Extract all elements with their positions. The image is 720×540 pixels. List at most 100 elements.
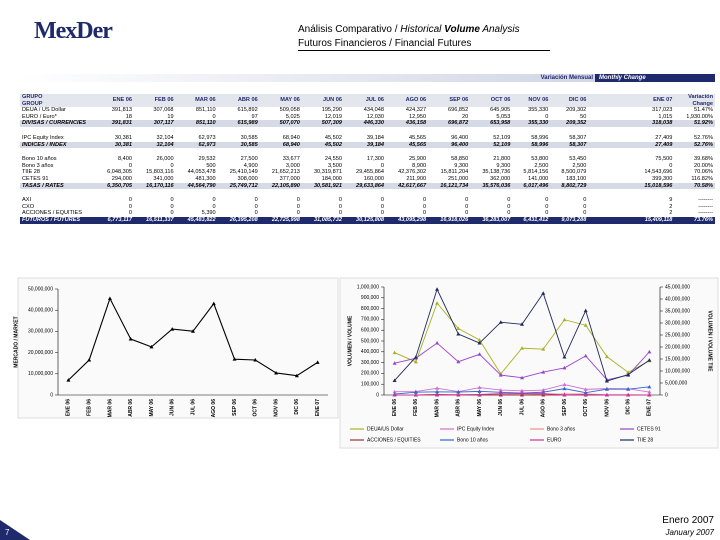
table-row: EURO / Euro* 18 19 0 97 5,025 12,019 12,030 12,9… <box>20 114 715 121</box>
cell: 16,170,116 <box>134 182 176 190</box>
volume-table: GRUPO GROUP ENE 06 FEB 06 MAR 06 ABR 06 MAY 06… <box>20 94 715 224</box>
cell: 62,973 <box>175 141 218 149</box>
table-row: CETES 91 294,000 341,000 481,300 308,000 377,… <box>20 176 715 183</box>
row-label: FUTUROS / FUTURES <box>20 216 96 224</box>
marker <box>392 389 397 394</box>
gap <box>20 127 96 135</box>
row-label: AXI <box>22 197 32 204</box>
cell: 183,100 <box>566 175 587 182</box>
row-label: CXO <box>22 203 35 210</box>
cell: 12,030 <box>366 113 385 120</box>
x-tick-label: DIC 06 <box>294 399 300 415</box>
spacer <box>588 197 632 204</box>
header-cell: AGO 06 <box>386 94 429 108</box>
cell: 45,502 <box>301 141 344 149</box>
x-tick-label: SEP 06 <box>562 399 568 416</box>
table-row: TASAS / RATES 6,350,705 16,170,116 44,564,7… <box>20 182 715 190</box>
spacer <box>588 169 632 176</box>
marker <box>647 384 652 389</box>
row-label: CETES 91 <box>22 175 49 182</box>
cell: 436,158 <box>386 120 429 127</box>
marker <box>107 296 112 301</box>
header-line: GRUPO <box>22 94 43 100</box>
header-cell: ENE 07 <box>632 94 675 108</box>
cell: -------- <box>698 197 713 204</box>
cell: 1,930.00% <box>686 113 713 120</box>
x-tick-label: SEP 06 <box>232 399 238 416</box>
marker <box>392 350 397 355</box>
cell: 645,905 <box>490 107 511 114</box>
x-tick-label: MAY 06 <box>149 399 155 417</box>
page-number-text: 7 <box>5 528 10 537</box>
cell: 0 <box>296 203 300 210</box>
x-tick-label: FEB 06 <box>413 399 419 416</box>
cell: 391,831 <box>96 120 134 127</box>
cell: 30,581,921 <box>301 182 344 190</box>
cell: 8,400 <box>118 156 132 163</box>
cell: 33,677 <box>282 156 300 163</box>
cell: 24,550 <box>324 156 342 163</box>
y-tick-label: 20,000,000 <box>28 350 53 356</box>
cell: 8,500,079 <box>561 169 587 176</box>
cell: 424,327 <box>405 107 427 114</box>
cell: 25,410,149 <box>229 169 258 176</box>
x-tick-label: FEB 06 <box>86 399 92 416</box>
cell: 25,749,712 <box>217 182 260 190</box>
cell: 6,017,496 <box>512 182 551 190</box>
cell: 6,773,117 <box>96 216 134 224</box>
cell: 30,125,808 <box>343 216 387 224</box>
marker <box>392 361 397 365</box>
cell: 0 <box>212 197 216 204</box>
cell: 12,019 <box>324 113 342 120</box>
logo: MexDer <box>34 18 113 44</box>
chart-frame <box>17 277 339 419</box>
y-tick-label: 10,000,000 <box>28 371 53 377</box>
cell: 27,409 <box>632 141 675 149</box>
cell: 0 <box>583 197 587 204</box>
cell: 25,900 <box>409 156 427 163</box>
y-axis-title: VOLUMEN / VOLUME <box>347 315 353 366</box>
cell: 21,800 <box>493 156 511 163</box>
cell: 0 <box>128 162 132 169</box>
marker <box>477 385 482 390</box>
cell: 5,390 <box>201 210 216 217</box>
cell: 0 <box>669 162 673 169</box>
x-tick-label: AGO 06 <box>211 399 217 418</box>
y2-tick-label: 25,000,000 <box>665 332 690 338</box>
cell: -------- <box>698 210 713 217</box>
x-tick-label: NOV 06 <box>273 399 279 417</box>
y-tick-label: 800,000 <box>361 306 379 312</box>
marker <box>456 332 461 336</box>
cell: 184,000 <box>321 175 342 182</box>
spacer <box>588 107 632 114</box>
cell: 0 <box>296 210 300 217</box>
cell: 307,117 <box>134 120 176 127</box>
cell: 399,300 <box>652 175 673 182</box>
table-row: CXO 0 0 0 0 0 0 0 0 0 0 0 0 2 -------- <box>20 204 715 211</box>
cell: 42,617,667 <box>386 182 429 190</box>
header-cell: Variación Change <box>674 94 715 108</box>
cell: 1,015 <box>658 113 673 120</box>
row-label: ACCIONES / EQUITIES <box>22 210 82 217</box>
cell: 318,038 <box>632 120 675 127</box>
cell: 160,000 <box>363 175 385 182</box>
cell: 20 <box>461 113 469 120</box>
cell: 0 <box>380 210 385 217</box>
cell: 851,110 <box>195 107 216 114</box>
cell: 0 <box>545 197 549 204</box>
y-tick-label: 40,000,000 <box>28 308 53 314</box>
marker <box>583 308 588 313</box>
marker <box>232 357 237 361</box>
cell: 9,300 <box>454 162 469 169</box>
header-line: Change <box>692 100 713 107</box>
cell: 50 <box>580 113 587 120</box>
cell: 45,565 <box>409 134 427 141</box>
cell: 96,400 <box>451 134 469 141</box>
cell: 0 <box>380 162 385 169</box>
cell: 0 <box>170 203 174 210</box>
table-row: AXI 0 0 0 0 0 0 0 0 0 0 0 0 9 -------- <box>20 197 715 204</box>
row-label: TASAS / RATES <box>20 182 96 190</box>
cell: 0 <box>170 210 174 217</box>
cell: 507,070 <box>259 120 302 127</box>
cell: 0 <box>423 197 427 204</box>
